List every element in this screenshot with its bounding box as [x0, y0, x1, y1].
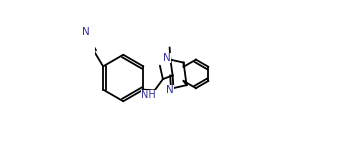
Text: N: N: [166, 85, 174, 95]
Text: N: N: [163, 53, 171, 63]
Text: NH: NH: [141, 90, 155, 100]
Text: N: N: [82, 27, 90, 37]
